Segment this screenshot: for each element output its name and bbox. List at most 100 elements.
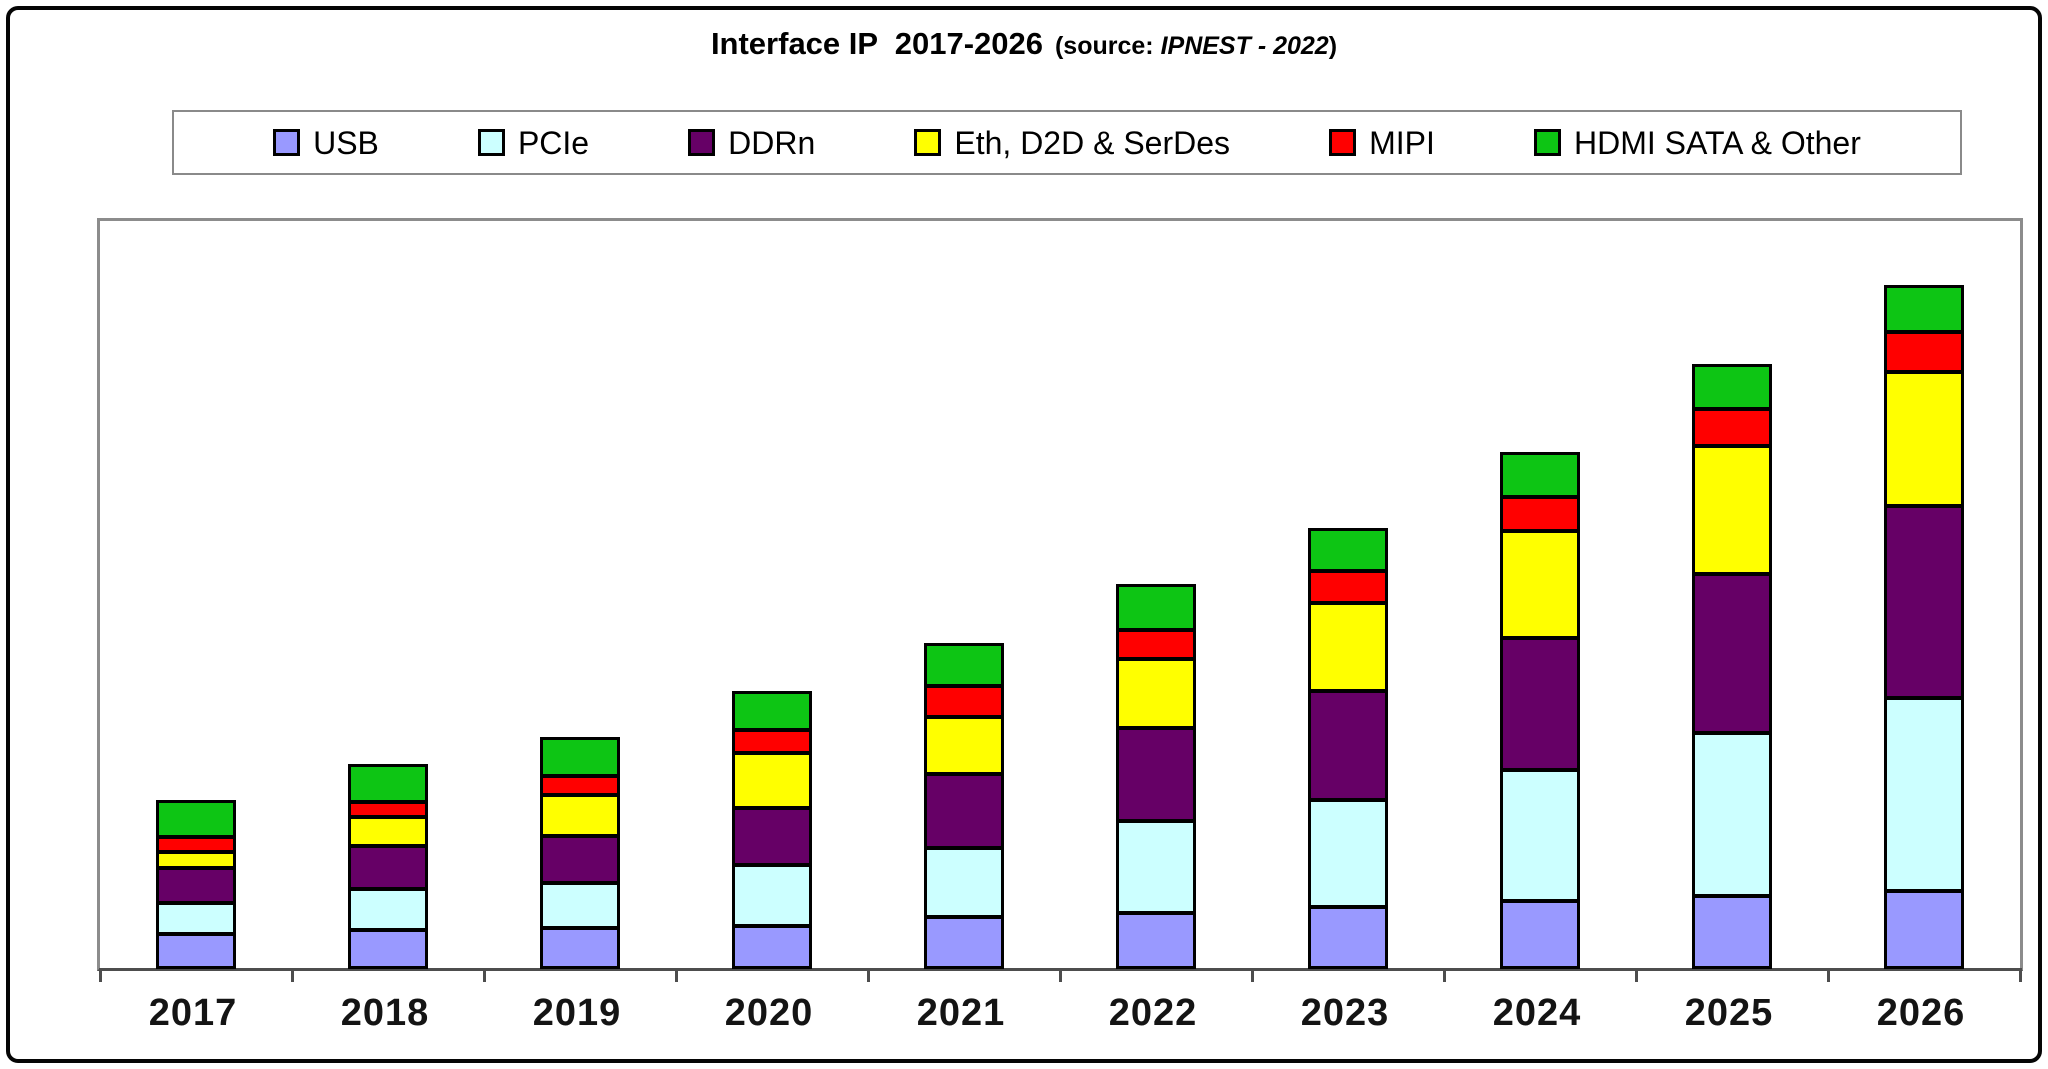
chart-title-source-prefix: (source: [1054,32,1161,60]
x-axis-label-2021: 2021 [916,992,1006,1034]
legend-swatch-hdmi-sata-other [1533,129,1561,156]
chart-title: Interface IP 2017-2026 (source: IPNEST - … [0,26,2048,62]
bar-segment-2024-pcie [1501,770,1579,901]
bar-segment-2022-hdmi-sata-other [1117,585,1195,630]
bar-segment-2020-eth-d2d-serdes [733,753,811,808]
chart-title-main: Interface IP 2017-2026 [710,26,1043,61]
bar-segment-2019-usb [541,928,619,968]
bar-segment-2026-usb [1885,891,1963,968]
bar-segment-2023-usb [1309,907,1387,968]
bar-segment-2026-eth-d2d-serdes [1885,372,1963,506]
x-axis-label-2019: 2019 [532,992,622,1034]
x-axis-label-2024: 2024 [1492,992,1582,1034]
legend: USB PCIe DDRn Eth, D2D & SerDes MIPI HDMI SAT… [172,110,1962,175]
legend-swatch-eth-d2d-serdes [914,129,942,156]
x-axis-label-2023: 2023 [1300,992,1390,1034]
legend-item-usb: USB [273,127,379,159]
bar-segment-2024-eth-d2d-serdes [1501,531,1579,638]
bar-segment-2017-hdmi-sata-other [157,801,235,837]
bar-segment-2018-mipi [349,802,427,817]
bar-2021 [924,643,1004,969]
x-axis-label-2026: 2026 [1876,992,1966,1034]
legend-label: MIPI [1369,124,1435,161]
bar-segment-2017-pcie [157,903,235,934]
bar-segment-2022-ddrn [1117,728,1195,821]
bar-segment-2020-mipi [733,730,811,753]
bar-segment-2021-mipi [925,686,1003,717]
bar-segment-2020-pcie [733,865,811,926]
legend-swatch-mipi [1329,129,1357,156]
legend-item-eth-d2d-serdes: Eth, D2D & SerDes [914,127,1230,159]
x-axis-tick [674,968,678,982]
bar-2026 [1884,285,1964,969]
bar-segment-2022-mipi [1117,630,1195,659]
legend-label: DDRn [728,124,816,161]
bar-segment-2024-ddrn [1501,638,1579,770]
bar-segment-2021-usb [925,917,1003,968]
bar-segment-2017-usb [157,934,235,968]
bar-segment-2019-ddrn [541,836,619,883]
legend-item-hdmi-sata-other: HDMI SATA & Other [1533,124,1861,161]
x-axis-label-2020: 2020 [724,992,814,1034]
legend-label: PCIe [517,124,590,161]
x-axis-tick [290,968,294,982]
bar-segment-2021-eth-d2d-serdes [925,717,1003,774]
chart-title-source-name: IPNEST - 2022 [1160,32,1329,60]
legend-item-pcie: PCIe [477,124,590,161]
bar-2020 [732,691,812,969]
x-axis-label-2018: 2018 [340,992,430,1034]
bar-segment-2026-pcie [1885,698,1963,891]
x-axis-label-2022: 2022 [1108,992,1198,1034]
x-axis-labels: 2017 2018 2019 2020 2021 2022 2023 2024 2025 2026 [97,992,2017,1042]
x-axis-tick [2018,968,2022,982]
bar-segment-2020-hdmi-sata-other [733,692,811,730]
bar-segment-2021-hdmi-sata-other [925,644,1003,686]
legend-swatch-usb [273,129,301,156]
bar-2017 [156,800,236,969]
legend-label: HDMI SATA & Other [1573,124,1861,161]
bar-segment-2019-hdmi-sata-other [541,738,619,776]
bar-segment-2024-usb [1501,901,1579,968]
bar-segment-2024-mipi [1501,497,1579,531]
x-axis-tick [866,968,870,982]
bar-segment-2025-hdmi-sata-other [1693,365,1771,409]
bar-segment-2026-hdmi-sata-other [1885,286,1963,332]
bar-segment-2021-ddrn [925,774,1003,848]
bar-segment-2018-ddrn [349,846,427,889]
x-axis-tick [98,968,102,982]
legend-item-mipi: MIPI [1329,127,1435,159]
bar-segment-2025-ddrn [1693,574,1771,733]
bar-segment-2025-eth-d2d-serdes [1693,446,1771,574]
x-axis-tick [1442,968,1446,982]
x-axis-tick [1826,968,1830,982]
bar-2023 [1308,528,1388,969]
bar-segment-2025-usb [1693,896,1771,968]
legend-swatch-pcie [477,129,505,156]
bar-2024 [1500,452,1580,969]
bar-segment-2023-eth-d2d-serdes [1309,603,1387,691]
bar-2019 [540,737,620,969]
x-axis-tick [1058,968,1062,982]
x-axis-tick [482,968,486,982]
bar-segment-2021-pcie [925,848,1003,917]
bar-segment-2026-mipi [1885,332,1963,372]
bar-segment-2023-ddrn [1309,691,1387,800]
bar-segment-2017-ddrn [157,868,235,903]
bar-segment-2019-mipi [541,776,619,795]
bar-segment-2024-hdmi-sata-other [1501,453,1579,497]
bar-segment-2023-hdmi-sata-other [1309,529,1387,571]
legend-label: Eth, D2D & SerDes [954,124,1231,161]
legend-label: USB [313,124,379,161]
bar-segment-2022-eth-d2d-serdes [1117,659,1195,728]
bar-segment-2017-mipi [157,837,235,852]
bar-2025 [1692,364,1772,969]
bar-segment-2023-mipi [1309,571,1387,603]
bar-segment-2020-ddrn [733,808,811,865]
x-axis-tick [1250,968,1254,982]
chart-title-source-suffix: ) [1328,32,1338,60]
bar-segment-2017-eth-d2d-serdes [157,852,235,868]
x-axis-tick [1634,968,1638,982]
bar-2018 [348,764,428,969]
bar-segment-2023-pcie [1309,800,1387,907]
